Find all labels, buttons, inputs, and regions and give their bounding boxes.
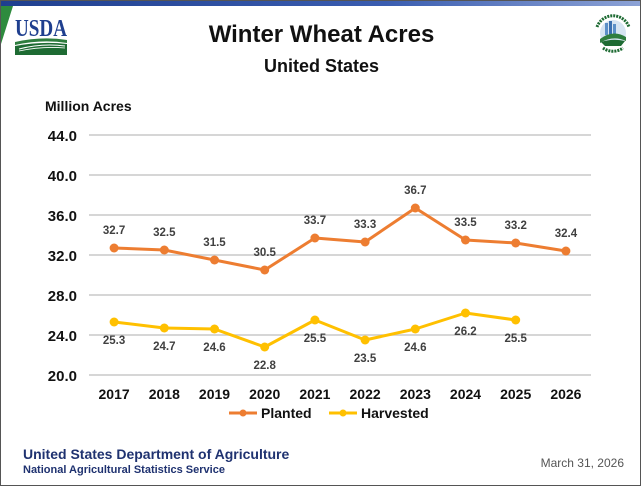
data-point-planted — [109, 243, 119, 253]
x-tick-label: 2019 — [199, 386, 230, 402]
legend: Planted Harvested — [229, 405, 429, 421]
data-label-planted: 30.5 — [254, 247, 277, 259]
data-point-planted — [360, 237, 370, 247]
agriculture-counts-logo — [591, 11, 635, 55]
data-point-harvested — [109, 317, 119, 327]
y-tick-label: 36.0 — [48, 208, 77, 225]
line-chart: 20.024.028.032.036.040.044.0 2017 2018 201… — [48, 128, 591, 421]
x-tick-label: 2021 — [299, 386, 330, 402]
corner-accent — [1, 6, 13, 44]
data-label-planted: 33.7 — [304, 215, 326, 227]
data-point-harvested — [410, 324, 420, 334]
series-line-planted — [114, 206, 567, 272]
data-label-harvested: 24.7 — [153, 341, 175, 353]
data-label-planted: 32.4 — [555, 228, 578, 240]
data-label-harvested: 26.2 — [454, 326, 476, 338]
y-tick-label: 28.0 — [48, 288, 77, 305]
data-point-harvested — [310, 315, 320, 325]
data-label-planted: 33.3 — [354, 219, 376, 231]
data-point-planted — [410, 203, 420, 213]
y-axis-label: Million Acres — [45, 98, 132, 114]
data-label-planted: 36.7 — [404, 185, 426, 197]
data-label-harvested: 22.8 — [254, 360, 277, 372]
gridlines — [89, 134, 591, 376]
x-tick-label: 2017 — [99, 386, 130, 402]
legend-label-harvested: Harvested — [361, 405, 429, 421]
data-label-planted: 33.5 — [454, 217, 477, 229]
data-point-harvested — [210, 324, 219, 334]
chart-subtitle: United States — [263, 56, 380, 76]
data-point-harvested — [461, 308, 470, 318]
series-lines — [109, 203, 571, 352]
x-tick-label: 2018 — [149, 386, 180, 402]
x-tick-label: 2024 — [450, 386, 481, 402]
y-tick-label: 32.0 — [48, 248, 77, 265]
y-tick-labels: 20.0 24.0 28.0 32.0 36.0 40.0 44.0 — [48, 128, 77, 385]
data-point-harvested — [159, 323, 169, 333]
data-point-planted — [260, 265, 270, 275]
data-label-harvested: 24.6 — [404, 342, 426, 354]
data-point-planted — [561, 246, 571, 256]
data-point-harvested — [511, 315, 521, 325]
data-label-planted: 33.2 — [505, 220, 527, 232]
data-labels: 32.7 32.5 31.5 30.5 33.7 33.3 36.7 33.5 33.2 32.4… — [103, 185, 578, 372]
data-point-planted — [461, 235, 470, 245]
data-point-planted — [310, 233, 320, 243]
data-label-planted: 32.7 — [103, 225, 125, 237]
data-point-harvested — [260, 342, 270, 352]
footer-date: March 31, 2026 — [540, 456, 624, 470]
y-tick-label: 20.0 — [48, 368, 77, 385]
x-tick-label: 2022 — [350, 386, 381, 402]
legend-marker-planted — [239, 409, 247, 417]
footer-subtitle: National Agricultural Statistics Service — [23, 464, 225, 476]
data-label-harvested: 25.5 — [304, 333, 327, 345]
data-label-harvested: 25.3 — [103, 335, 125, 347]
x-tick-label: 2020 — [249, 386, 280, 402]
data-point-planted — [210, 255, 219, 265]
data-label-harvested: 25.5 — [505, 333, 528, 345]
footer-org: United States Department of Agriculture — [23, 446, 290, 462]
y-tick-label: 40.0 — [48, 168, 77, 185]
data-label-planted: 32.5 — [153, 227, 176, 239]
data-point-planted — [159, 245, 169, 255]
x-tick-labels: 2017 2018 2019 2020 2021 2022 2023 2024 2025 2026 — [99, 386, 582, 402]
data-label-harvested: 24.6 — [203, 342, 225, 354]
chart-title: Winter Wheat Acres — [208, 21, 435, 48]
y-tick-label: 44.0 — [48, 128, 77, 145]
data-point-planted — [511, 238, 521, 248]
legend-marker-harvested — [339, 409, 347, 417]
data-point-harvested — [360, 335, 370, 345]
x-tick-label: 2023 — [400, 386, 431, 402]
x-tick-label: 2025 — [500, 386, 531, 402]
y-tick-label: 24.0 — [48, 328, 77, 345]
legend-label-planted: Planted — [261, 405, 312, 421]
top-bar — [1, 1, 640, 6]
data-label-harvested: 23.5 — [354, 353, 377, 365]
usda-logo: USDA — [15, 15, 69, 59]
svg-text:USDA: USDA — [15, 16, 68, 42]
data-label-planted: 31.5 — [203, 237, 226, 249]
x-tick-label: 2026 — [550, 386, 581, 402]
